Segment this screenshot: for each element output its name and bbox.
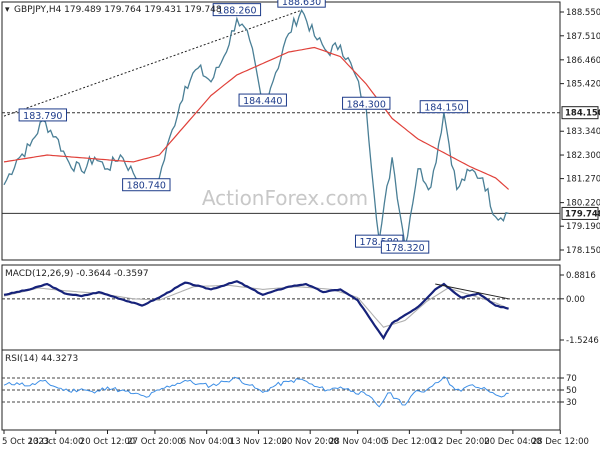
line-price-box-1: [561, 206, 599, 220]
rsi-y-tick-label-0: 70: [566, 374, 577, 384]
annotation-label-0: 183.790: [23, 111, 62, 122]
x-tick-label-9: 12 Dec 20:00: [433, 437, 490, 447]
price-y-tick-label-4: 183.340: [566, 127, 600, 137]
watermark: ActionForex.com: [202, 186, 368, 210]
macd-title: MACD(12,26,9) -0.3644 -0.3597: [5, 269, 149, 279]
price-series: [3, 8, 509, 247]
price-y-tick-label-5: 182.300: [566, 151, 600, 161]
annotation-label-5: 184.300: [347, 99, 386, 110]
annotation-label-2: 188.260: [217, 6, 256, 17]
annotation-box-5: [342, 96, 391, 110]
x-tick-label-3: 27 Oct 20:00: [127, 437, 182, 447]
annotation-label-3: 184.440: [243, 96, 282, 107]
annotation-label-4: 188.630: [282, 0, 321, 8]
price-y-tick-label-8: 179.190: [566, 222, 600, 232]
macd-series: [3, 280, 509, 341]
annotation-label-7: 178.320: [385, 243, 424, 254]
annotation-box-0: [18, 108, 68, 122]
x-tick-label-10: 20 Dec 04:00: [484, 437, 541, 447]
line-price-label-0: 184.150: [565, 109, 600, 119]
annotation-label-8: 184.150: [424, 103, 463, 114]
price-y-tick-label-2: 186.460: [566, 56, 600, 66]
annotation-box-8: [419, 100, 469, 114]
macd-trendline: [435, 283, 509, 300]
line-price-box-0: [561, 106, 599, 120]
annotation-box-2: [212, 3, 262, 17]
macd-y-tick-label-1: 0.00: [566, 295, 585, 305]
price-y-tick-label-9: 178.150: [566, 246, 600, 256]
line-price-label-1: 179.748: [565, 209, 600, 219]
macd-signal-series: [3, 284, 509, 328]
annotation-box-4: [277, 0, 326, 8]
price-y-tick-label-3: 185.420: [566, 80, 600, 90]
annotation-label-1: 180.740: [127, 181, 166, 192]
x-tick-label-11: 28 Dec 12:00: [532, 437, 589, 447]
x-tick-label-2: 20 Oct 12:00: [80, 437, 135, 447]
price-y-tick-label-1: 187.510: [566, 32, 600, 42]
trendline: [3, 9, 302, 117]
moving-average-series: [3, 46, 509, 190]
x-tick-label-4: 6 Nov 04:00: [181, 437, 233, 447]
x-tick-label-6: 20 Nov 20:00: [282, 437, 339, 447]
x-tick-label-0: 5 Oct 2023: [2, 437, 49, 447]
x-tick-label-1: 13 Oct 04:00: [28, 437, 83, 447]
collapse-icon: ▾: [5, 5, 10, 15]
x-tick-label-7: 28 Nov 04:00: [329, 437, 386, 447]
macd-y-tick-label-2: -1.5246: [566, 336, 599, 346]
x-tick-label-5: 13 Nov 12:00: [230, 437, 287, 447]
annotation-box-7: [380, 240, 430, 254]
annotation-box-1: [122, 178, 171, 192]
price-title: GBPJPY,H4 179.489 179.764 179.431 179.74…: [14, 5, 222, 15]
rsi-title: RSI(14) 44.3273: [5, 354, 78, 364]
price-pane-frame: [1, 1, 561, 261]
x-tick-label-8: 5 Dec 12:00: [383, 437, 435, 447]
rsi-y-tick-label-1: 50: [566, 386, 577, 396]
annotation-label-6: 178.580: [360, 237, 399, 248]
price-y-tick-label-6: 181.270: [566, 175, 600, 185]
annotation-box-3: [238, 93, 287, 107]
rsi-y-tick-label-2: 30: [566, 398, 577, 408]
price-y-tick-label-7: 180.220: [566, 199, 600, 209]
price-y-tick-label-0: 188.550: [566, 8, 600, 18]
macd-y-tick-label-0: 0.8816: [566, 271, 596, 281]
rsi-series: [3, 376, 509, 408]
